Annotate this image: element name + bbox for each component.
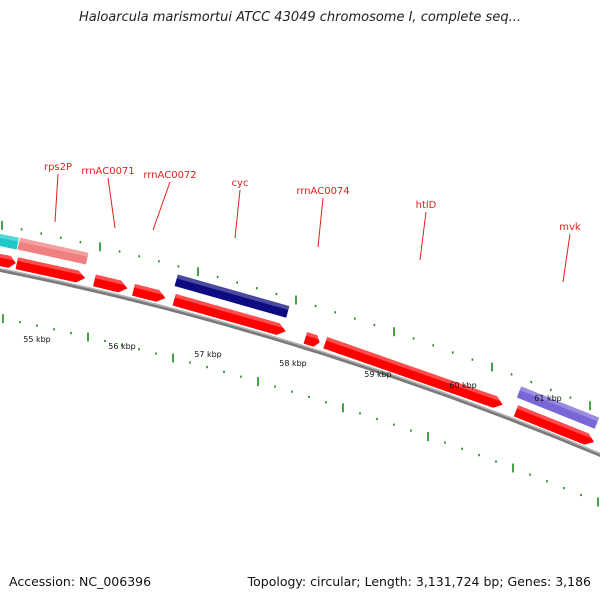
cds-arrow [132, 284, 166, 302]
gene-label-rps2P: rps2P [44, 162, 72, 173]
cds-arrow [303, 332, 320, 347]
feature-box-body [0, 233, 19, 250]
gene-features [0, 233, 600, 445]
cds-arrow-shine [0, 253, 14, 261]
gene-label-rrnAC0071: rrnAC0071 [81, 166, 134, 177]
backbone-highlight [0, 268, 600, 455]
cds-arrow-shine [516, 405, 592, 439]
gene-callout-line [152, 181, 171, 231]
kbp-label: 58 kbp [279, 359, 307, 368]
outer-tick-marks [1, 220, 591, 411]
cds-arrow-shine [95, 274, 125, 286]
cds-arrow-shine [17, 257, 83, 276]
kbp-labels: 55 kbp 56 kbp 57 kbp 58 kbp 59 kbp 60 kbp 61 k… [23, 335, 562, 403]
feature-box [174, 274, 290, 318]
gene-label-cyc: cyc [232, 178, 249, 189]
cds-arrow [513, 405, 594, 445]
gene-label-mvk: mvk [559, 222, 581, 233]
cds-arrow [93, 274, 128, 293]
cds-arrow-shine [306, 332, 319, 340]
gene-label-rrnAC0074: rrnAC0074 [296, 186, 349, 197]
cds-arrow [15, 257, 86, 283]
gene-callout-line [562, 233, 571, 283]
cds-arrow-shine [174, 293, 284, 329]
feature-box-shine [519, 386, 600, 422]
gene-callout-line [107, 177, 116, 229]
map-title: Haloarcula marismortui ATCC 43049 chromo… [79, 10, 521, 25]
kbp-label: 61 kbp [534, 394, 562, 403]
gene-callout-line [234, 189, 241, 239]
feature-box [516, 386, 600, 429]
kbp-label: 60 kbp [449, 381, 477, 390]
cds-arrow [323, 337, 503, 408]
gene-callout-line [317, 197, 324, 248]
kbp-label: 57 kbp [194, 350, 222, 359]
gene-label-rrnAC0072: rrnAC0072 [143, 170, 196, 181]
backbone [0, 267, 600, 457]
cds-arrow-shine [134, 284, 163, 295]
feature-box [17, 237, 89, 265]
feature-box [0, 233, 19, 250]
kbp-label: 59 kbp [364, 370, 392, 379]
kbp-label: 56 kbp [108, 342, 136, 351]
gene-callout-line [419, 211, 427, 261]
cds-arrow-shine [326, 337, 501, 402]
gene-callouts: rps2P rrnAC0071 rrnAC0072 cyc rrnAC0074 htlD m… [44, 162, 581, 283]
kbp-label: 55 kbp [23, 335, 51, 344]
genome-stats: Topology: circular; Length: 3,131,724 bp… [247, 574, 591, 589]
gene-callout-line [54, 173, 59, 223]
feature-box-shine [19, 237, 89, 257]
cds-arrow [172, 293, 286, 335]
feature-box-shine [176, 274, 290, 310]
cds-arrow [0, 253, 16, 268]
feature-box-shine [0, 233, 19, 242]
backbone-line [0, 267, 600, 457]
feature-box-body [17, 237, 89, 265]
feature-box-body [174, 274, 290, 318]
feature-box-body [516, 386, 600, 429]
gene-label-htlD: htlD [416, 200, 437, 211]
inner-tick-marks [2, 314, 599, 507]
accession-text: Accession: NC_006396 [9, 574, 152, 589]
